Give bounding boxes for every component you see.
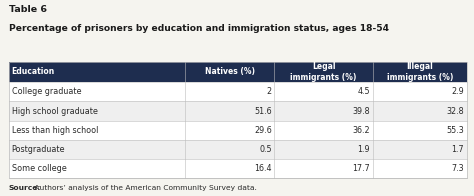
Text: 55.3: 55.3 — [447, 126, 464, 135]
Text: 1.7: 1.7 — [452, 145, 464, 154]
Text: Less than high school: Less than high school — [12, 126, 98, 135]
Text: 16.4: 16.4 — [254, 164, 272, 173]
Text: 1.9: 1.9 — [357, 145, 370, 154]
Text: 4.5: 4.5 — [357, 87, 370, 96]
Text: 17.7: 17.7 — [353, 164, 370, 173]
Text: Authors’ analysis of the American Community Survey data.: Authors’ analysis of the American Commun… — [32, 185, 257, 191]
Text: Postgraduate: Postgraduate — [12, 145, 65, 154]
Text: 39.8: 39.8 — [353, 106, 370, 115]
Text: 0.5: 0.5 — [259, 145, 272, 154]
Text: High school graduate: High school graduate — [12, 106, 98, 115]
Text: Percentage of prisoners by education and immigration status, ages 18-54: Percentage of prisoners by education and… — [9, 24, 389, 33]
Text: 29.6: 29.6 — [254, 126, 272, 135]
Text: Illegal
immigrants (%): Illegal immigrants (%) — [387, 62, 453, 82]
Text: Education: Education — [12, 67, 55, 76]
Text: Source:: Source: — [9, 185, 41, 191]
Text: 2: 2 — [266, 87, 272, 96]
Text: Natives (%): Natives (%) — [205, 67, 255, 76]
Text: 51.6: 51.6 — [254, 106, 272, 115]
Text: Table 6: Table 6 — [9, 5, 46, 14]
Text: College graduate: College graduate — [12, 87, 81, 96]
Text: 36.2: 36.2 — [353, 126, 370, 135]
Text: 2.9: 2.9 — [451, 87, 464, 96]
Text: Legal
immigrants (%): Legal immigrants (%) — [291, 62, 357, 82]
Text: Some college: Some college — [12, 164, 66, 173]
Text: 7.3: 7.3 — [452, 164, 464, 173]
Text: 32.8: 32.8 — [447, 106, 464, 115]
